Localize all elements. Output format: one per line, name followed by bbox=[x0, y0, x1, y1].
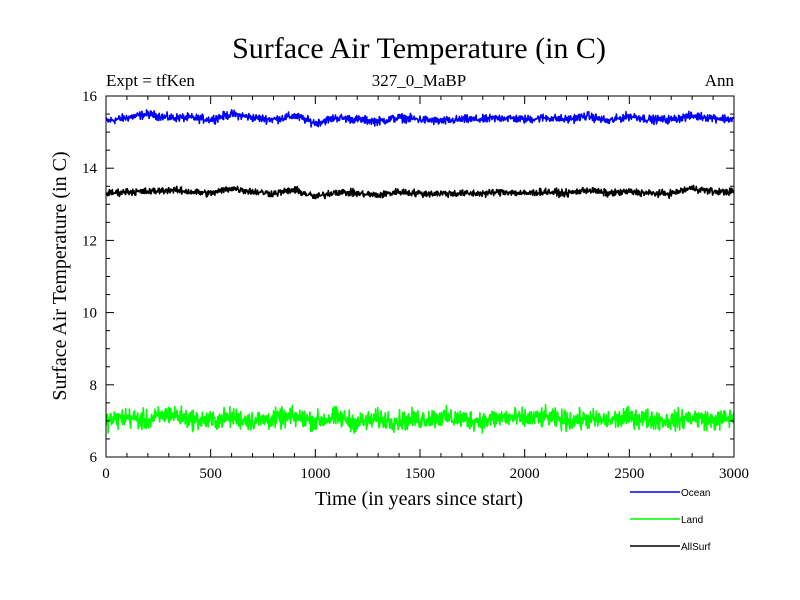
x-tick-label: 0 bbox=[102, 466, 110, 482]
x-tick-label: 500 bbox=[199, 466, 222, 482]
legend-label-ocean: Ocean bbox=[681, 488, 710, 499]
x-tick-label: 1500 bbox=[405, 466, 435, 482]
y-tick-label: 6 bbox=[90, 450, 98, 466]
series-line-allsurf bbox=[106, 184, 734, 200]
series-layer bbox=[106, 109, 734, 435]
season-label: Ann bbox=[705, 71, 735, 90]
y-tick-label: 14 bbox=[82, 161, 98, 177]
legend-label-land: Land bbox=[681, 515, 703, 526]
y-axis-label: Surface Air Temperature (in C) bbox=[49, 151, 71, 400]
series-line-land bbox=[106, 403, 734, 435]
x-tick-label: 1000 bbox=[300, 466, 330, 482]
y-tick-label: 16 bbox=[82, 89, 98, 105]
plot-frame bbox=[105, 95, 735, 458]
x-tick-label: 2500 bbox=[614, 466, 644, 482]
x-tick-label: 3000 bbox=[719, 466, 749, 482]
period-label: 327_0_MaBP bbox=[372, 71, 466, 90]
y-tick-label: 8 bbox=[90, 378, 98, 394]
x-tick-label: 2000 bbox=[510, 466, 540, 482]
legend: Ocean Land AllSurf bbox=[630, 488, 711, 553]
x-axis-label: Time (in years since start) bbox=[315, 488, 523, 510]
legend-label-allsurf: AllSurf bbox=[681, 542, 711, 553]
y-tick-label: 10 bbox=[82, 306, 97, 322]
chart-title: Surface Air Temperature (in C) bbox=[232, 32, 606, 65]
series-line-ocean bbox=[106, 109, 734, 128]
experiment-label: Expt = tfKen bbox=[106, 71, 195, 90]
axis-layer: 0 500 1000 1500 2000 2500 3000 6 8 10 12 14 16 bbox=[82, 89, 749, 482]
y-tick-label: 12 bbox=[82, 233, 97, 249]
